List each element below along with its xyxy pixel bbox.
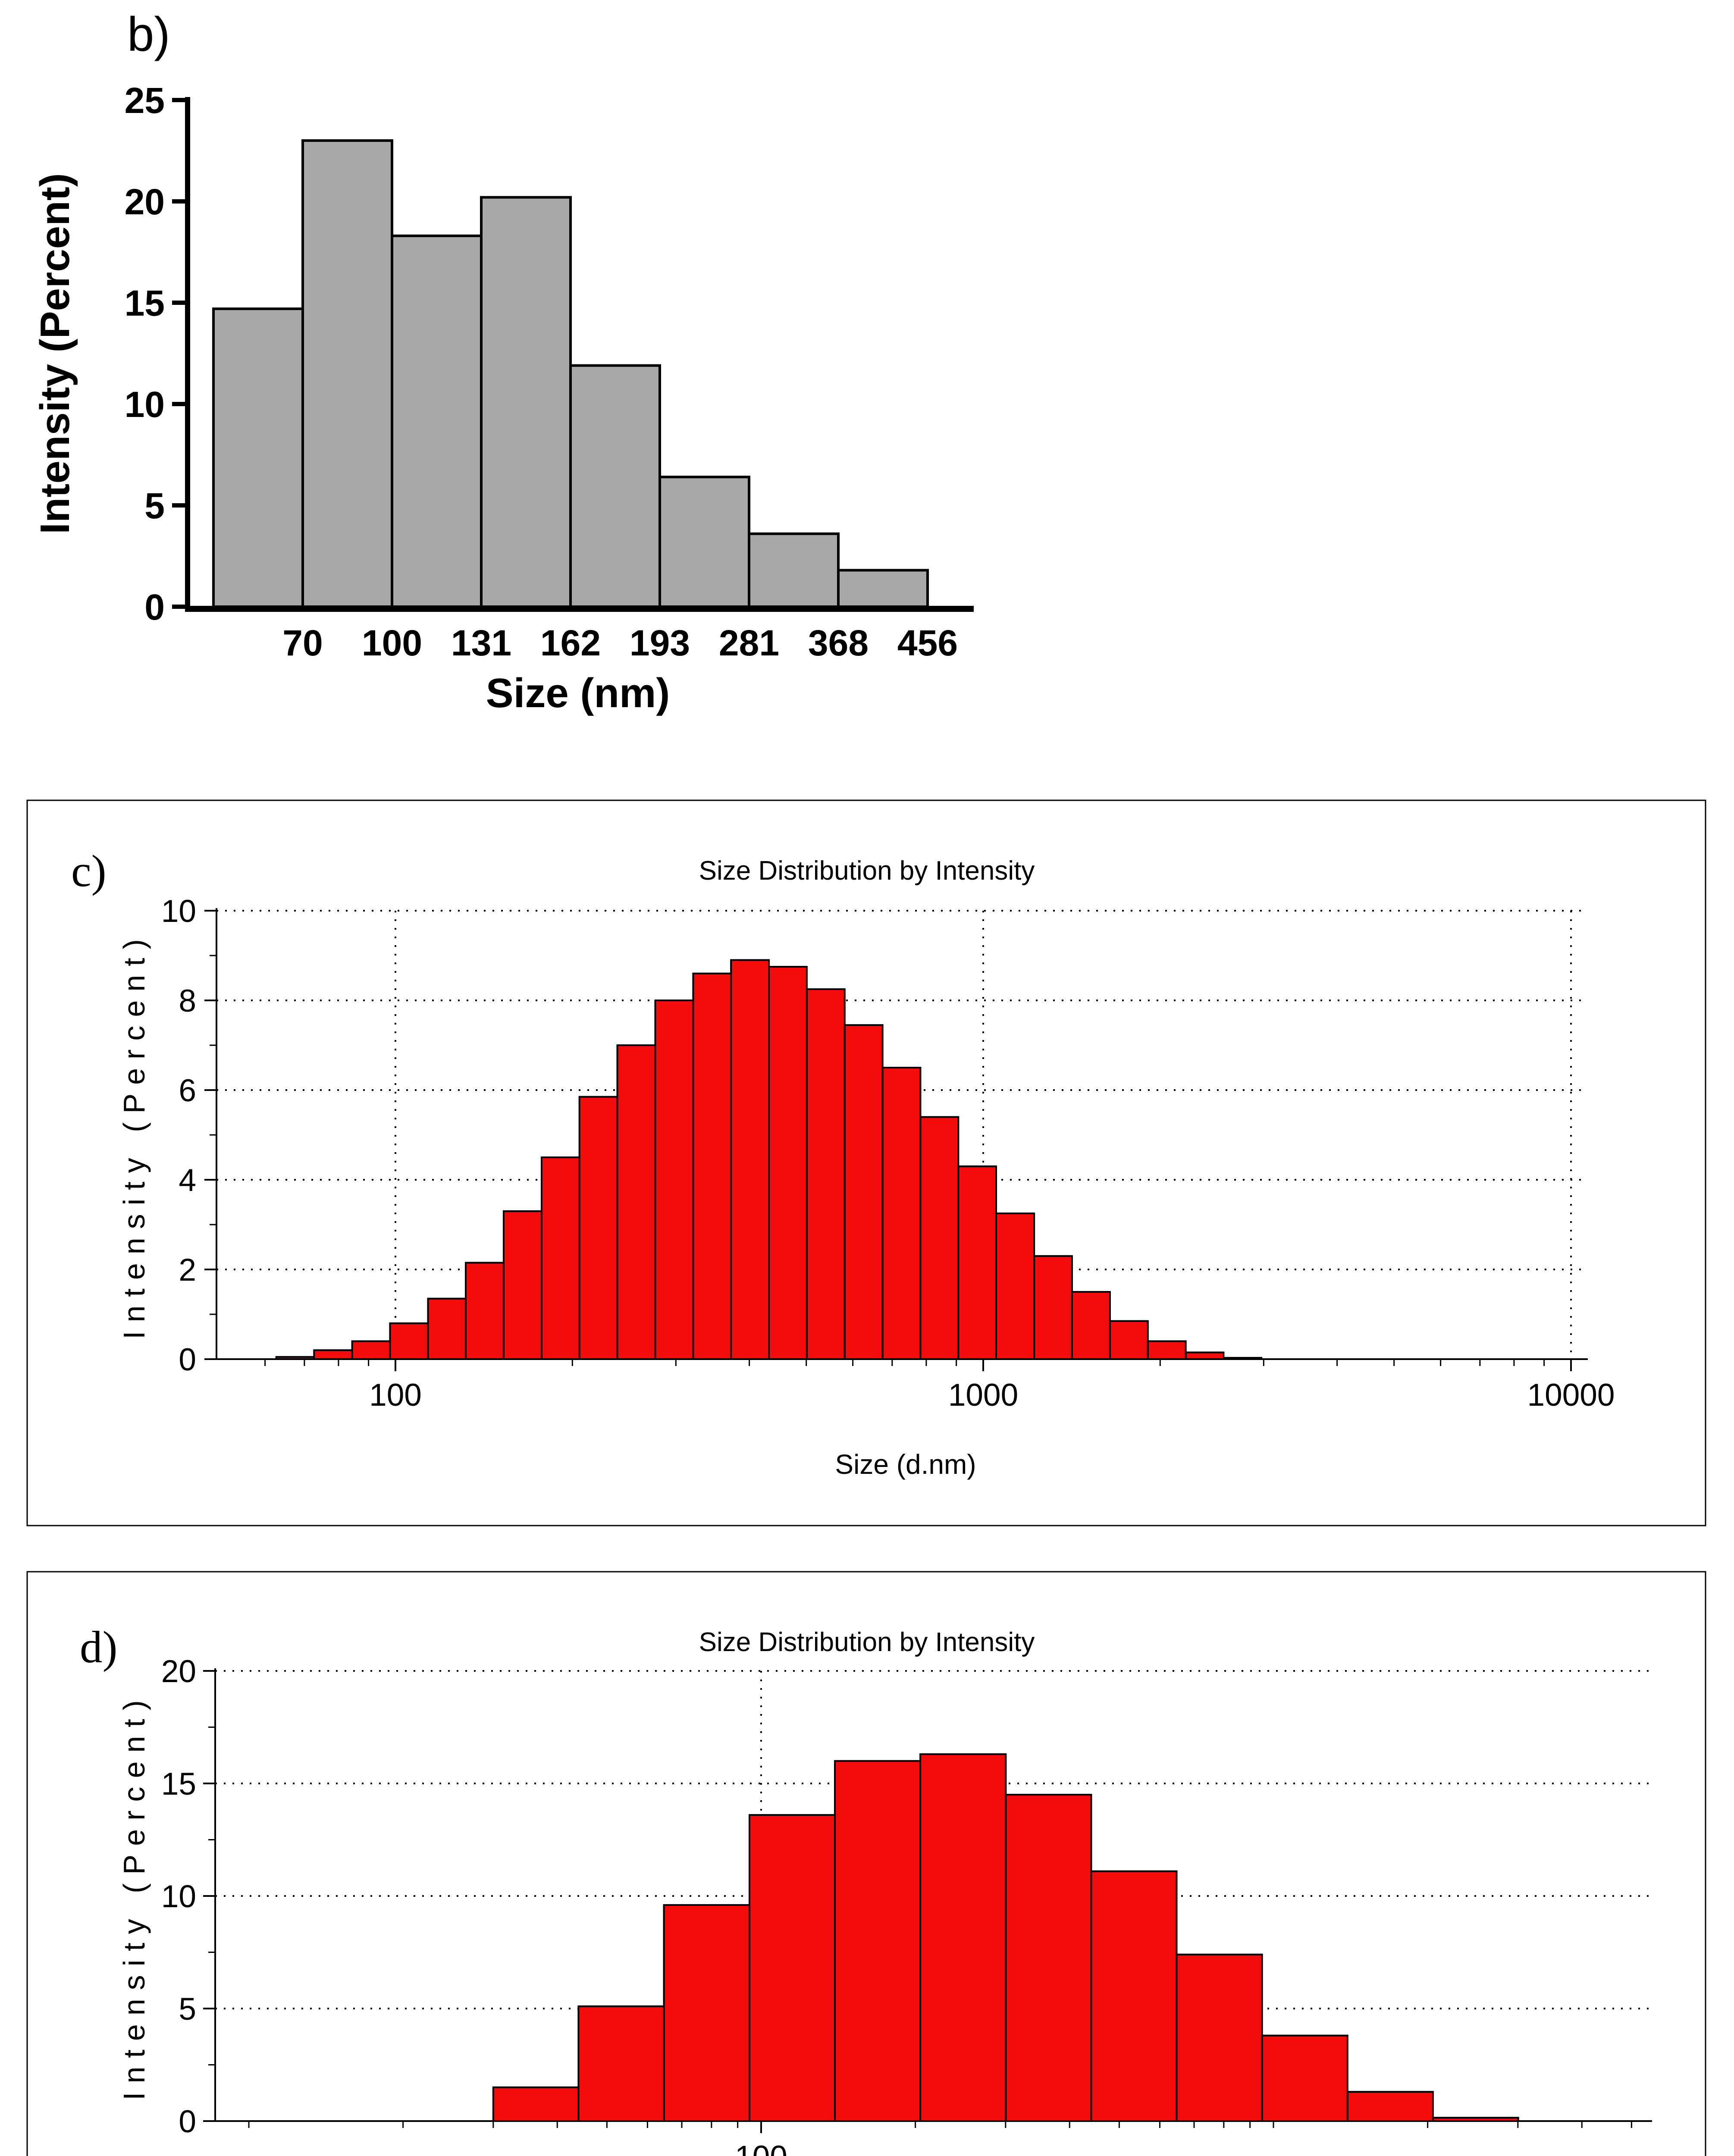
y-tick-label: 10 xyxy=(161,1879,196,1914)
chart-b-plot-area: 0 5 10 15 20 25 70 100 131 162 193 281 368 456 xyxy=(125,80,974,663)
y-tick-label: 20 xyxy=(125,182,165,222)
bar-c-674nm xyxy=(881,1067,922,1360)
bar-c-907nm xyxy=(957,1165,997,1360)
x-tick-label: 368 xyxy=(808,623,869,663)
bar-c-1643nm xyxy=(1109,1320,1149,1360)
bar-c-782nm xyxy=(919,1116,960,1360)
y-tick-label: 8 xyxy=(179,984,196,1018)
bar-c-73nm xyxy=(313,1349,353,1360)
x-tick-label: 131 xyxy=(451,623,511,663)
bar-b-131 xyxy=(391,234,483,608)
panel-d-label: d) xyxy=(80,1622,117,1672)
bar-d-95nm xyxy=(748,1814,836,2122)
y-tick-label: 20 xyxy=(161,1654,196,1689)
bar-c-432nm xyxy=(768,966,808,1360)
y-tick-label: 5 xyxy=(179,1992,196,2027)
bar-c-581nm xyxy=(843,1024,884,1360)
chart-d-title: Size Distribution by Intensity xyxy=(699,1627,1035,1657)
chart-c-plot-area: 0 2 4 6 8 10 100 1000 10000 xyxy=(161,894,1615,1413)
y-tick-label: 0 xyxy=(179,2104,196,2139)
bar-b-100 xyxy=(301,139,393,608)
chart-c-x-axis-title: Size (d.nm) xyxy=(835,1449,976,1480)
x-tick-label: 281 xyxy=(719,623,779,663)
bar-d-1395nm xyxy=(1346,2091,1434,2122)
bar-c-1416nm xyxy=(1071,1291,1111,1360)
bar-b-456 xyxy=(837,569,929,608)
bar-c-1052nm xyxy=(995,1213,1035,1360)
bar-c-239nm xyxy=(616,1044,656,1360)
chart-b-x-axis-title: Size (nm) xyxy=(486,670,670,716)
y-tick-label: 10 xyxy=(125,384,165,425)
bar-b-368 xyxy=(748,532,840,608)
chart-d: d) Size Distribution by Intensity Size (… xyxy=(80,1622,1652,2156)
bar-c-2211nm xyxy=(1185,1351,1225,1360)
bar-d-30nm xyxy=(492,2086,580,2122)
y-tick-label: 5 xyxy=(144,486,165,526)
chart-c-y-axis-title: Intensity (Percent) xyxy=(117,931,151,1339)
bar-c-1221nm xyxy=(1033,1255,1073,1360)
x-tick-label: 10000 xyxy=(1527,1378,1615,1413)
x-tick-label: 100 xyxy=(362,623,422,663)
panel-c-label: c) xyxy=(71,846,107,896)
x-tick-label: 193 xyxy=(630,623,690,663)
x-tick-label: 70 xyxy=(282,623,323,663)
bar-c-98nm xyxy=(389,1322,429,1360)
y-tick-label: 0 xyxy=(179,1342,196,1377)
bar-c-372nm xyxy=(730,959,770,1360)
panel-c-border xyxy=(26,799,1706,1526)
bar-c-153nm xyxy=(502,1210,542,1360)
x-tick-label: 100 xyxy=(369,1378,422,1413)
bar-c-277nm xyxy=(654,1000,694,1360)
bar-d-65nm xyxy=(663,1904,750,2122)
bar-d-139nm xyxy=(834,1760,922,2122)
bar-c-114nm xyxy=(427,1297,467,1360)
chart-b-y-axis-title: Intensity (Percent) xyxy=(32,173,78,534)
x-tick-label: 1000 xyxy=(948,1378,1018,1413)
bar-d-647nm xyxy=(1176,1953,1263,2122)
y-tick-label: 0 xyxy=(144,587,165,627)
y-tick-label: 10 xyxy=(161,894,196,929)
y-tick-label: 15 xyxy=(125,283,165,323)
panel-d-border xyxy=(26,1571,1706,2156)
bar-b-193 xyxy=(569,364,661,608)
bar-c-132nm xyxy=(464,1262,505,1360)
bar-d-950nm xyxy=(1261,2034,1348,2122)
chart-d-plot-area: 0 5 10 15 20 100 xyxy=(161,1654,1652,2156)
chart-c-title: Size Distribution by Intensity xyxy=(699,856,1035,886)
bar-c-206nm xyxy=(578,1096,618,1360)
bar-d-44nm xyxy=(577,2005,665,2122)
y-tick-label: 15 xyxy=(161,1767,196,1802)
bar-c-501nm xyxy=(806,988,846,1360)
bar-c-177nm xyxy=(540,1156,580,1360)
bar-d-441nm xyxy=(1090,1870,1178,2122)
y-tick-label: 25 xyxy=(125,80,165,121)
x-tick-label: 162 xyxy=(540,623,601,663)
panel-b-label: b) xyxy=(127,7,170,61)
y-tick-label: 4 xyxy=(179,1163,196,1198)
x-tick-label: 100 xyxy=(735,2140,787,2156)
y-tick-label: 2 xyxy=(179,1253,196,1288)
chart-c: c) Size Distribution by Intensity Size (… xyxy=(71,846,1615,1480)
x-tick-label: 456 xyxy=(897,623,958,663)
chart-b: b) Intensity (Percent) Size (nm) 0 5 10 15 2… xyxy=(32,7,974,716)
bar-c-321nm xyxy=(692,972,732,1360)
y-tick-label: 6 xyxy=(179,1073,196,1108)
bar-d-205nm xyxy=(919,1753,1007,2122)
bar-c-84nm xyxy=(351,1340,391,1360)
bar-b-281 xyxy=(658,476,750,608)
bar-d-300nm xyxy=(1005,1794,1092,2122)
chart-d-y-axis-title: Intensity (Percent) xyxy=(117,1692,151,2100)
bar-b-162 xyxy=(480,196,572,608)
bar-c-1906nm xyxy=(1147,1340,1187,1360)
bar-b-70 xyxy=(212,307,304,608)
